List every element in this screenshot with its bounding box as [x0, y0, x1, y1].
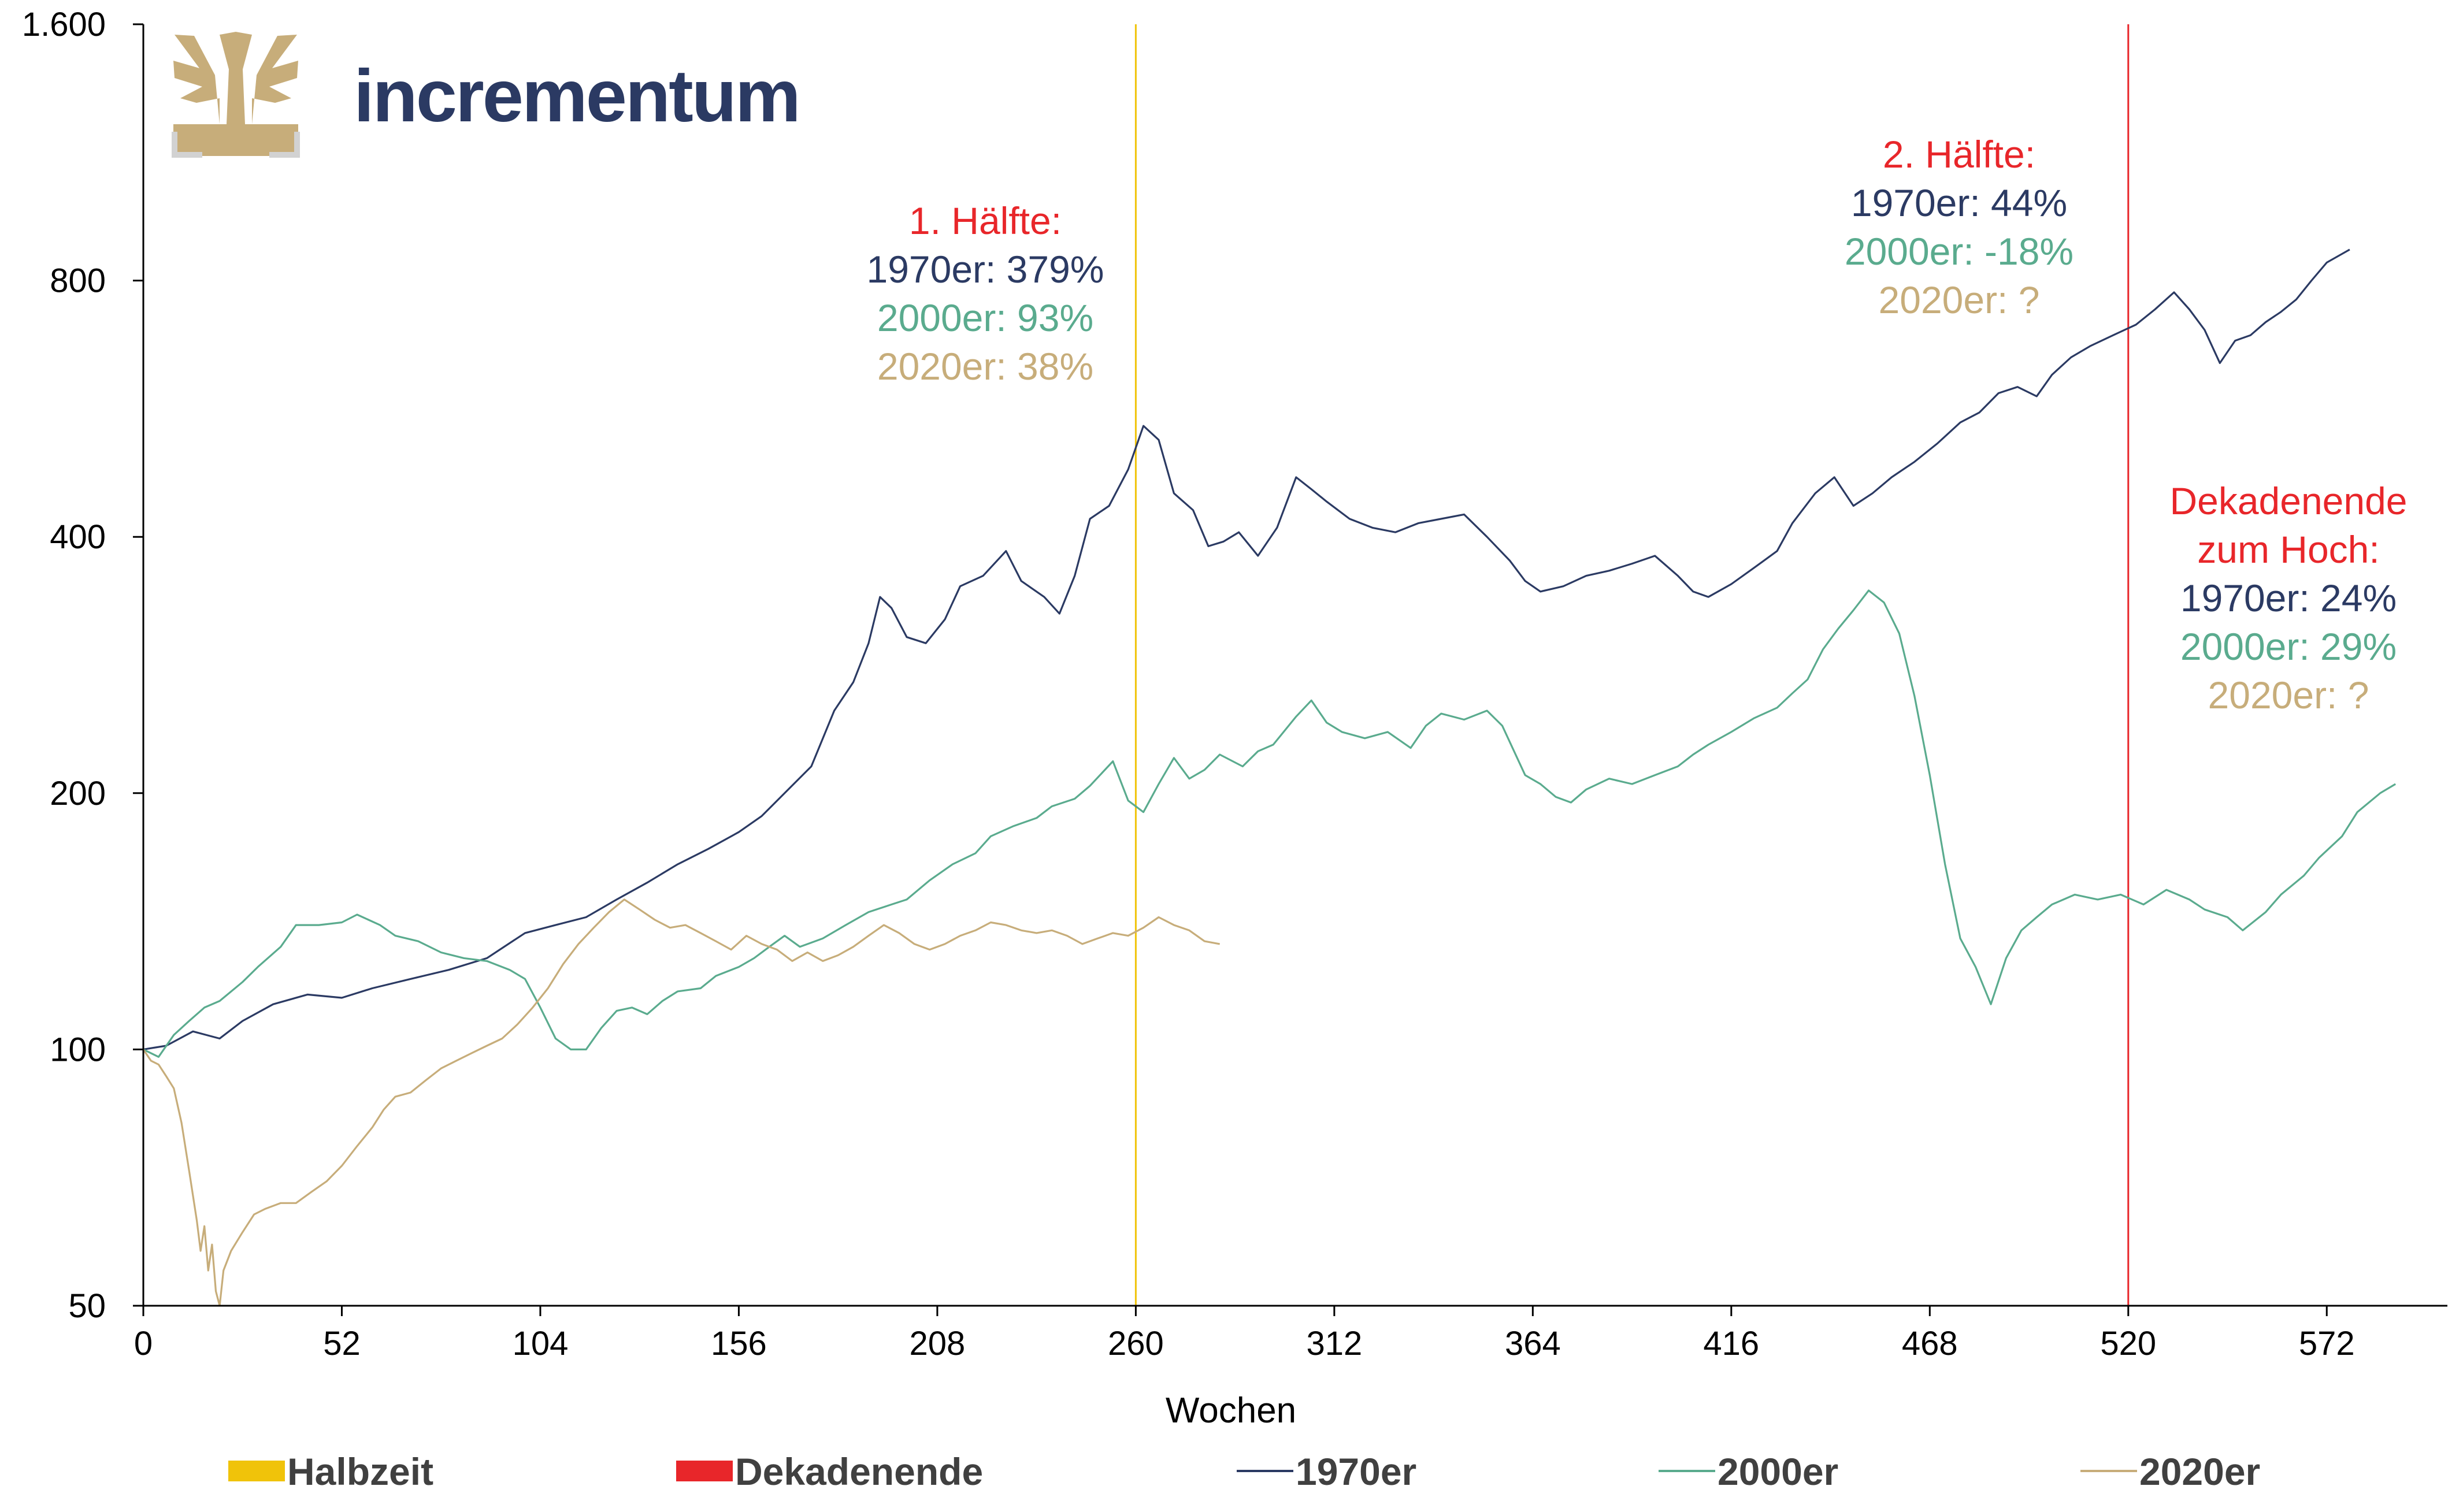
legend-item-1970er: 1970er — [1237, 1450, 1416, 1493]
annotation-2: 2. Hälfte: 1970er: 44% 2000er: -18% 2020er:… — [1845, 133, 2073, 321]
legend-label: Halbzeit — [287, 1450, 433, 1493]
x-tick-label: 312 — [1306, 1325, 1362, 1362]
legend-swatch — [676, 1461, 733, 1481]
y-tick-label: 1.600 — [22, 6, 106, 43]
annotation-text: 1970er: 379% — [867, 248, 1104, 291]
annotation-text: Dekadenende — [2169, 480, 2407, 522]
annotation-text: 2. Hälfte: — [1883, 133, 2035, 176]
legend-label: Dekadenende — [735, 1450, 983, 1493]
annotation-text: 2020er: ? — [1879, 278, 2040, 321]
legend-swatch — [228, 1461, 285, 1481]
y-tick-label: 50 — [68, 1287, 106, 1325]
x-tick-label: 572 — [2299, 1325, 2355, 1362]
legend-item-dekadenende: Dekadenende — [676, 1450, 983, 1493]
annotation-1: 1. Hälfte: 1970er: 379% 2000er: 93% 2020er:… — [867, 199, 1104, 388]
annotation-text: 1970er: 24% — [2180, 577, 2397, 619]
x-tick-label: 260 — [1108, 1325, 1164, 1362]
series-line-2000er — [143, 589, 2397, 1058]
y-tick-label: 400 — [50, 518, 106, 556]
x-tick-label: 468 — [1902, 1325, 1958, 1362]
legend-item-halbzeit: Halbzeit — [228, 1450, 433, 1493]
x-tick-label: 156 — [711, 1325, 767, 1362]
annotation-3: Dekadenende zum Hoch: 1970er: 24% 2000er: 2… — [2169, 480, 2407, 716]
legend-label: 1970er — [1296, 1450, 1416, 1493]
legend-label: 2020er — [2139, 1450, 2260, 1493]
annotation-text: 2000er: 93% — [877, 296, 1093, 339]
legend-label: 2000er — [1718, 1450, 1838, 1493]
series-line-2020er — [142, 898, 1220, 1307]
annotation-text: 1970er: 44% — [1851, 181, 2067, 224]
x-tick-label: 416 — [1703, 1325, 1759, 1362]
tree-icon — [172, 32, 300, 158]
x-tick-label: 208 — [910, 1325, 966, 1362]
incrementum-logo: incrementum — [172, 32, 801, 158]
x-tick-label: 0 — [134, 1325, 153, 1362]
y-tick-label: 200 — [50, 775, 106, 812]
legend-item-2000er: 2000er — [1659, 1450, 1838, 1493]
annotation-text: 2020er: ? — [2208, 674, 2369, 716]
annotation-text: 2020er: 38% — [877, 345, 1093, 388]
annotation-text: 2000er: -18% — [1845, 230, 2073, 273]
x-tick-label: 520 — [2100, 1325, 2156, 1362]
legend-item-2020er: 2020er — [2080, 1450, 2260, 1493]
y-tick-label: 100 — [50, 1031, 106, 1068]
x-axis-title: Wochen — [1166, 1391, 1296, 1431]
x-tick-label: 364 — [1505, 1325, 1561, 1362]
annotation-text: 2000er: 29% — [2180, 625, 2397, 668]
annotation-text: zum Hoch: — [2197, 528, 2379, 571]
x-tick-label: 104 — [513, 1325, 569, 1362]
y-tick-label: 800 — [50, 262, 106, 300]
series-line-1970er — [143, 248, 2350, 1050]
annotation-text: 1. Hälfte: — [909, 199, 1062, 242]
x-tick-label: 52 — [323, 1325, 361, 1362]
brand-name: incrementum — [354, 55, 799, 138]
